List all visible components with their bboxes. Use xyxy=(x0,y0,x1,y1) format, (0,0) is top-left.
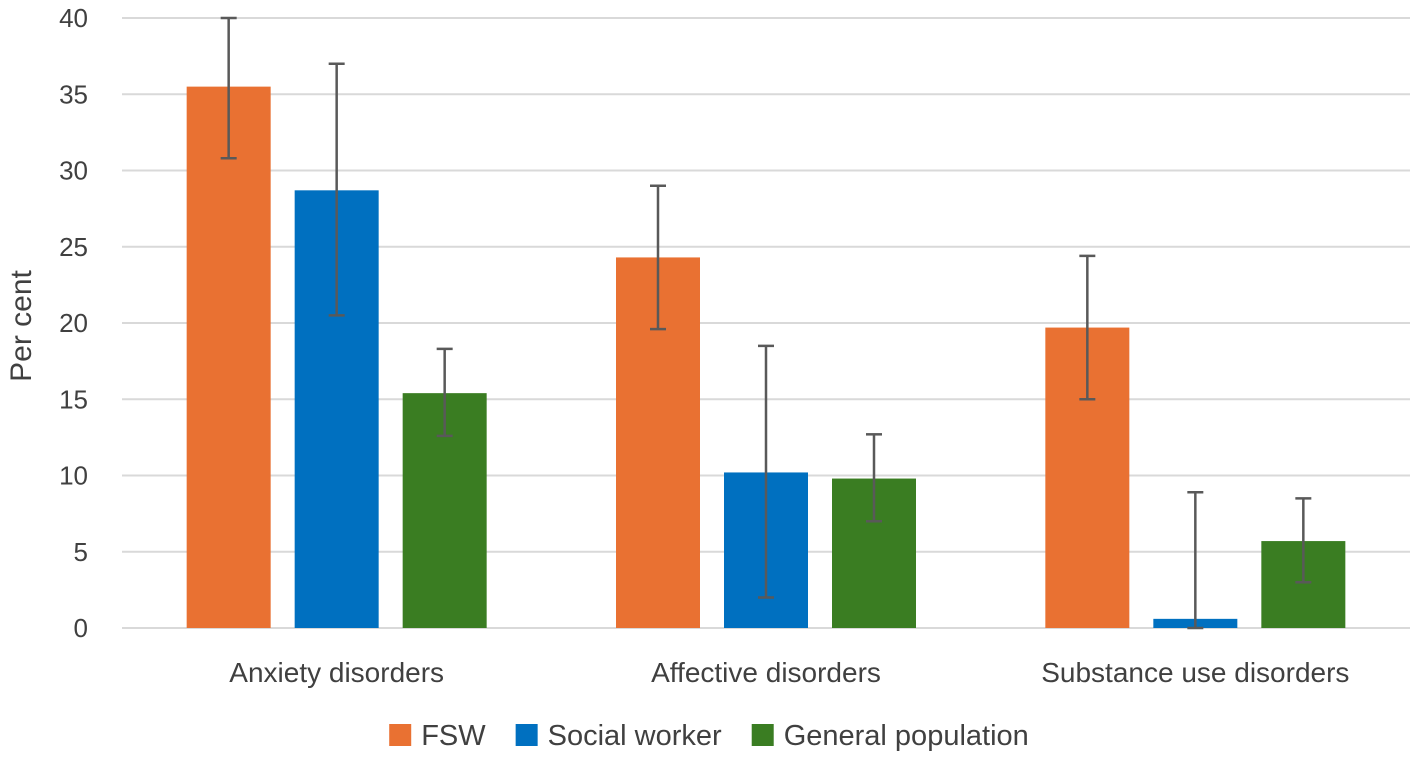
y-tick-label: 5 xyxy=(74,537,88,567)
error-bar xyxy=(866,433,882,523)
y-tick-label: 35 xyxy=(59,79,88,109)
y-tick-label: 40 xyxy=(59,3,88,33)
bar-fsw xyxy=(186,86,271,628)
y-tick-label: 15 xyxy=(59,384,88,414)
legend-label: General population xyxy=(784,720,1029,752)
legend-swatch xyxy=(751,724,774,746)
legend-swatch xyxy=(515,724,538,746)
error-bar xyxy=(650,184,666,331)
error-bars xyxy=(220,16,1312,630)
legend-label: FSW xyxy=(421,720,486,752)
y-tick-label: 10 xyxy=(59,461,88,491)
x-category-label: Substance use disorders xyxy=(1041,657,1349,688)
y-tick-label: 30 xyxy=(59,156,88,186)
error-bar xyxy=(436,347,453,438)
error-bar xyxy=(1187,491,1204,630)
legend: FSW Social worker General population xyxy=(389,720,1029,752)
y-tick-label: 20 xyxy=(59,308,88,338)
y-tick-label: 0 xyxy=(74,613,88,643)
legend-item-social-worker: Social worker xyxy=(515,720,722,752)
error-bar xyxy=(328,62,345,317)
error-bar xyxy=(220,16,237,160)
y-axis-ticks: 0 5 10 15 20 25 30 35 40 xyxy=(59,3,88,643)
legend-item-general-population: General population xyxy=(751,720,1029,752)
error-bar xyxy=(1295,497,1312,584)
legend-item-fsw: FSW xyxy=(389,720,486,752)
x-axis-categories: Anxiety disorders Affective disorders Subs… xyxy=(229,657,1349,688)
legend-label: Social worker xyxy=(548,720,722,752)
legend-swatch xyxy=(389,724,412,746)
y-tick-label: 25 xyxy=(59,232,88,262)
error-bar xyxy=(758,344,774,599)
x-category-label: Anxiety disorders xyxy=(229,657,444,688)
error-bar xyxy=(1079,254,1096,401)
x-category-label: Affective disorders xyxy=(651,657,881,688)
bars xyxy=(186,86,1346,628)
y-axis-label: Per cent xyxy=(5,269,38,381)
